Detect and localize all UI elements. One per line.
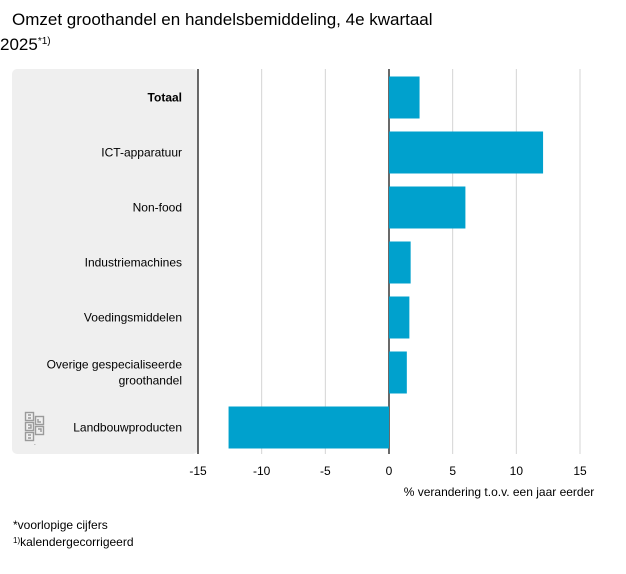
chart-title-line-2: 2025*1) xyxy=(0,31,560,56)
x-axis-tick-labels: -15 -10 -5 0 5 10 15 xyxy=(189,464,587,478)
footnote-provisional: *voorlopige cijfers xyxy=(13,518,108,532)
bar-industriemachines xyxy=(389,241,411,284)
bar-voedingsmiddelen xyxy=(389,296,410,339)
category-label: Overige gespecialiseerde groothandel xyxy=(47,358,183,388)
bar-non-food xyxy=(389,186,466,229)
x-tick-label: 0 xyxy=(386,464,393,478)
svg-text:cbs: cbs xyxy=(34,444,36,446)
footnote-adjusted: 1)kalendergecorrigeerd xyxy=(13,533,134,550)
chart-title-year: 2025 xyxy=(0,35,38,54)
chart-title: Omzet groothandel en handelsbemiddeling,… xyxy=(0,9,560,56)
bars xyxy=(228,76,544,449)
category-labels: Totaal ICT-apparatuur Non-food Industriemac… xyxy=(47,91,183,435)
x-tick-label: 10 xyxy=(510,464,524,478)
category-panel xyxy=(12,69,198,454)
x-tick-label: 15 xyxy=(573,464,587,478)
bar-ict-apparatuur xyxy=(389,131,544,174)
cbs-logo-icon: cbs xyxy=(24,411,45,446)
category-label: Industriemachines xyxy=(85,256,182,270)
bar-totaal xyxy=(389,76,420,119)
x-axis-label: % verandering t.o.v. een jaar eerder xyxy=(404,485,595,499)
chart-title-line-1: Omzet groothandel en handelsbemiddeling,… xyxy=(12,10,433,29)
x-tick-label: 5 xyxy=(449,464,456,478)
category-label: Totaal xyxy=(148,91,182,105)
bar-landbouwproducten xyxy=(228,406,389,449)
x-tick-label: -5 xyxy=(320,464,331,478)
bar-overige-gespecialiseerde-groothandel xyxy=(389,351,407,394)
x-tick-label: -10 xyxy=(253,464,271,478)
footnote-adjusted-text: kalendergecorrigeerd xyxy=(20,535,134,549)
footnote-marker: 1) xyxy=(13,536,21,545)
category-label: Voedingsmiddelen xyxy=(84,311,182,325)
x-tick-label: -15 xyxy=(189,464,207,478)
chart-title-marker: *1) xyxy=(37,36,51,47)
category-label: ICT-apparatuur xyxy=(101,146,182,160)
category-label: Non-food xyxy=(133,201,182,215)
footnotes: *voorlopige cijfers 1)kalendergecorrigee… xyxy=(13,517,134,550)
category-label: Landbouwproducten xyxy=(73,421,182,435)
